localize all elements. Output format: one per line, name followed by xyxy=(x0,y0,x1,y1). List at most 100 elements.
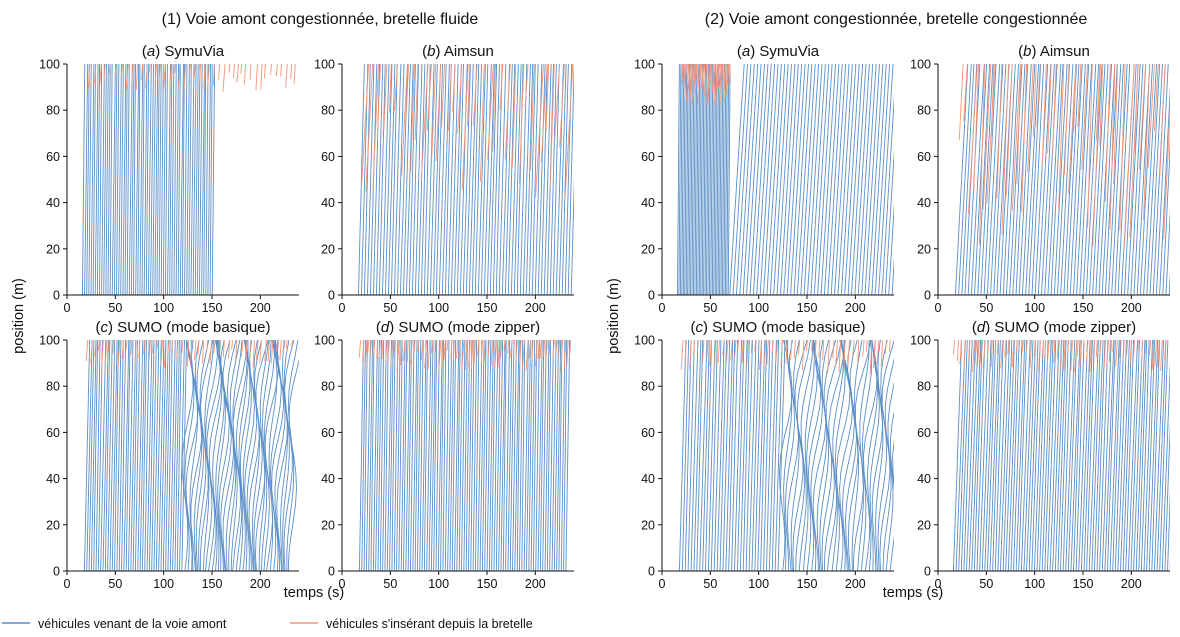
ramp-trajectory-18 xyxy=(701,64,704,89)
upstream-trajectory-59 xyxy=(534,64,543,295)
ramp-trajectory-1 xyxy=(362,340,365,362)
upstream-trajectory-40 xyxy=(167,64,171,295)
ramp-trajectory-14 xyxy=(435,64,442,161)
ramp-trajectory-15 xyxy=(403,340,406,361)
upstream-trajectory-79 xyxy=(542,340,547,571)
ramp-trajectory-11 xyxy=(1011,64,1021,211)
ramp-trajectory-9 xyxy=(982,340,986,368)
x-tick-label: 100 xyxy=(153,577,174,591)
y-tick-label: 100 xyxy=(39,58,60,72)
ramp-trajectory-37 xyxy=(270,64,272,75)
upstream-trajectory-10 xyxy=(107,340,113,571)
upstream-trajectory-48 xyxy=(816,340,828,571)
ramp-trajectory-52 xyxy=(521,340,525,370)
ramp-trajectory-59 xyxy=(1154,340,1157,366)
upstream-trajectory-40 xyxy=(477,64,486,295)
ramp-trajectory-0 xyxy=(358,340,361,358)
panel-1b-trajectories xyxy=(357,64,574,295)
upstream-trajectory-4 xyxy=(90,64,95,295)
ramp-trajectory-10 xyxy=(387,340,390,356)
upstream-trajectory-p2-4 xyxy=(742,64,759,295)
ramp-trajectory-50 xyxy=(515,340,518,361)
x-tick-label: 150 xyxy=(477,577,498,591)
upstream-trajectory-25 xyxy=(1034,64,1049,295)
y-tick-label: 80 xyxy=(46,380,60,394)
upstream-trajectory-p2-12 xyxy=(769,64,786,295)
upstream-trajectory-36 xyxy=(167,340,173,571)
upstream-trajectory-3 xyxy=(366,64,375,295)
x-tick-label: 50 xyxy=(108,301,122,315)
ramp-trajectory-33 xyxy=(1119,64,1126,231)
upstream-trajectory-36 xyxy=(158,64,162,295)
ramp-trajectory-34 xyxy=(255,64,258,91)
upstream-trajectory-15 xyxy=(393,340,399,571)
upstream-trajectory-21 xyxy=(407,340,413,571)
upstream-trajectory-p2-14 xyxy=(776,64,792,295)
upstream-trajectory-26 xyxy=(137,64,141,295)
ramp-trajectory-36 xyxy=(263,64,266,79)
upstream-trajectory-30 xyxy=(428,340,434,571)
ramp-trajectory-65 xyxy=(560,340,564,371)
ramp-trajectory-29 xyxy=(524,64,529,107)
upstream-trajectory-8 xyxy=(381,64,390,295)
ramp-trajectory-12 xyxy=(392,340,395,359)
ramp-trajectory-14 xyxy=(737,340,740,352)
ramp-trajectory-23 xyxy=(181,340,184,353)
x-tick-label: 0 xyxy=(339,577,346,591)
ramp-trajectory-27 xyxy=(713,64,717,103)
ramp-trajectory-12 xyxy=(134,340,137,364)
ramp-trajectory-41 xyxy=(290,64,293,79)
upstream-trajectory-69 xyxy=(877,340,888,571)
ramp-trajectory-12 xyxy=(730,340,733,360)
ramp-trajectory-27 xyxy=(443,340,446,361)
ramp-trajectory-0 xyxy=(958,64,964,141)
ramp-trajectory-5 xyxy=(982,64,992,210)
upstream-trajectory-6 xyxy=(974,64,988,295)
ramp-trajectory-25 xyxy=(438,340,442,371)
upstream-trajectory-13 xyxy=(396,64,405,295)
upstream-trajectory-20 xyxy=(405,340,411,571)
y-tick-label: 80 xyxy=(321,380,335,394)
ramp-trajectory-27 xyxy=(1046,340,1050,366)
x-tick-label: 0 xyxy=(64,577,71,591)
ramp-trajectory-34 xyxy=(1123,64,1135,248)
ramp-trajectory-43 xyxy=(1168,132,1170,160)
upstream-trajectory-39 xyxy=(449,340,455,571)
upstream-trajectory-p2-19 xyxy=(793,64,809,295)
x-tick-label: 150 xyxy=(202,577,223,591)
ramp-trajectory-17 xyxy=(700,64,703,78)
upstream-trajectory-38 xyxy=(786,340,799,571)
ramp-trajectory-36 xyxy=(1134,64,1139,154)
y-axis-label-right: position (m) xyxy=(606,278,622,354)
upstream-trajectory-p2-51 xyxy=(902,64,917,295)
upstream-trajectory-86 xyxy=(282,340,290,571)
ramp-trajectory-1 xyxy=(682,64,685,78)
y-tick-label: 60 xyxy=(46,150,60,164)
x-tick-label: 200 xyxy=(1121,577,1142,591)
upstream-trajectory-16 xyxy=(116,64,120,295)
ramp-trajectory-13 xyxy=(734,340,737,356)
upstream-trajectory-25 xyxy=(416,340,422,571)
upstream-trajectory-53 xyxy=(1124,64,1137,295)
upstream-trajectory-73 xyxy=(889,410,894,571)
upstream-trajectory-64 xyxy=(1159,85,1170,295)
panel-1c-trajectories xyxy=(83,340,299,571)
upstream-trajectory-p2-1 xyxy=(732,64,748,295)
ramp-trajectory-25 xyxy=(1041,340,1044,359)
upstream-trajectory-50 xyxy=(188,64,192,295)
upstream-trajectory-60 xyxy=(851,340,863,571)
upstream-trajectory-14 xyxy=(989,340,1000,571)
upstream-trajectory-79 xyxy=(1159,340,1169,571)
ramp-trajectory-26 xyxy=(441,340,444,369)
ramp-trajectory-33 xyxy=(249,64,252,80)
upstream-trajectory-67 xyxy=(1168,272,1170,295)
upstream-trajectory-21 xyxy=(126,64,130,295)
upstream-trajectory-48 xyxy=(1078,340,1088,571)
ramp-trajectory-40 xyxy=(1089,340,1093,373)
ramp-trajectory-24 xyxy=(780,340,783,367)
upstream-trajectory-p1-22 xyxy=(708,64,712,295)
upstream-trajectory-p1-6 xyxy=(685,64,689,295)
upstream-trajectory-3 xyxy=(88,64,92,295)
ramp-trajectory-37 xyxy=(1079,340,1082,366)
upstream-trajectory-42 xyxy=(456,340,461,571)
